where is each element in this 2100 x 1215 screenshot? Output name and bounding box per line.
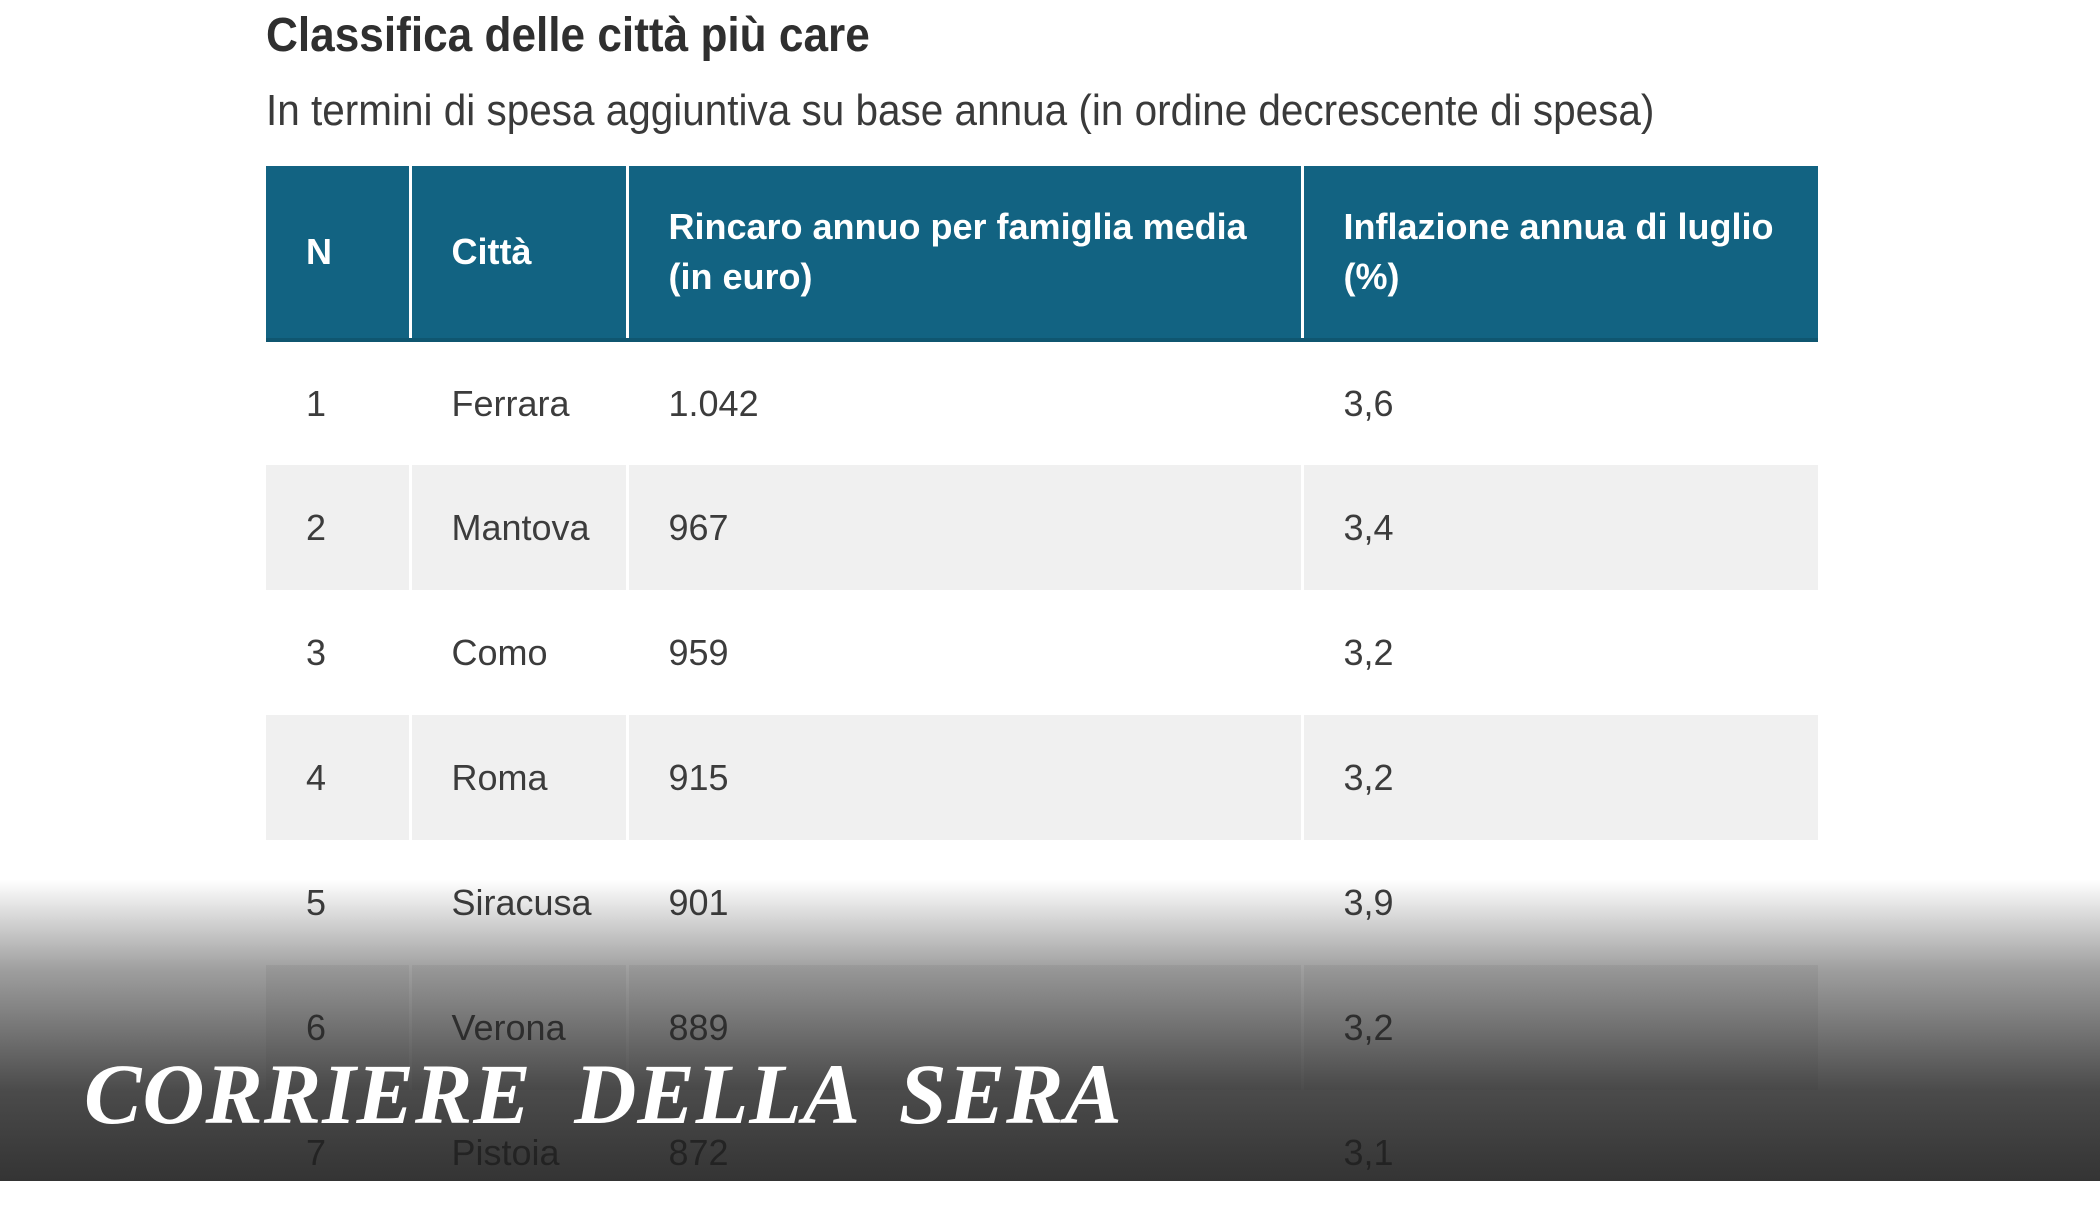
cell-city: Mantova: [408, 465, 627, 590]
cell-inflation: 3,2: [1300, 590, 1818, 715]
cell-increase: 967: [625, 465, 1302, 590]
table-title: Classifica delle città più care: [266, 9, 870, 62]
table-subtitle: In termini di spesa aggiuntiva su base a…: [266, 86, 1655, 135]
header-city: Città: [408, 166, 627, 342]
table-row: 4 Roma 915 3,2: [266, 715, 1818, 840]
table-row: 1 Ferrara 1.042 3,6: [266, 340, 1818, 465]
cell-inflation: 3,2: [1300, 715, 1818, 840]
cell-increase: 915: [625, 715, 1302, 840]
cell-increase: 901: [625, 840, 1302, 965]
cell-city: Siracusa: [408, 840, 627, 965]
header-increase: Rincaro annuo per famiglia media (in eur…: [625, 166, 1302, 342]
cell-inflation: 3,4: [1300, 465, 1818, 590]
cell-city: Roma: [408, 715, 627, 840]
cell-inflation: 3,1: [1300, 1090, 1818, 1215]
cell-inflation: 3,2: [1300, 965, 1818, 1090]
header-inflation: Inflazione annua di luglio (%): [1300, 166, 1818, 342]
table-row: 3 Como 959 3,2: [266, 590, 1818, 715]
cell-increase: 1.042: [625, 340, 1302, 465]
corriere-della-sera-logo: CORRIERE DELLA SERA: [84, 1046, 1123, 1142]
table-row: 5 Siracusa 901 3,9: [266, 840, 1818, 965]
cell-n: 1: [306, 382, 327, 424]
cell-n: 2: [266, 465, 410, 590]
cell-n: 3: [306, 631, 327, 673]
cell-inflation: 3,9: [1300, 840, 1818, 965]
header-n: N: [266, 166, 410, 342]
table-header-row: N Città Rincaro annuo per famiglia media…: [266, 166, 1818, 342]
cell-inflation: 3,6: [1300, 340, 1818, 465]
cell-n: 4: [266, 715, 410, 840]
cell-city: Como: [408, 590, 627, 715]
cell-increase: 959: [625, 590, 1302, 715]
table-row: 2 Mantova 967 3,4: [266, 465, 1818, 590]
cell-n: 5: [306, 881, 327, 923]
cell-city: Ferrara: [408, 340, 627, 465]
